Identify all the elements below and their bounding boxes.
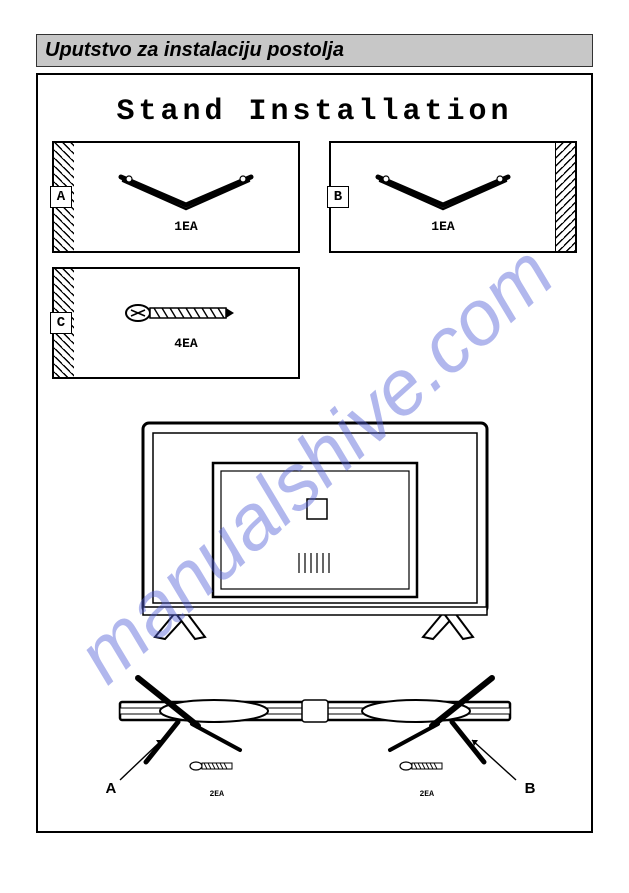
stand-leg-b-icon — [358, 161, 528, 213]
component-a-label: A — [50, 186, 72, 208]
component-c-label: C — [50, 312, 72, 334]
assembly-diagram: A B 2EA 2EA — [80, 668, 550, 813]
page-header-title: Uputstvo za instalaciju postolja — [45, 39, 344, 61]
diagram-frame: Stand Installation A 1EA B — [36, 73, 593, 833]
component-c-body: 4EA — [74, 269, 298, 377]
components-row-top: A 1EA B — [52, 141, 577, 253]
assembly-label-a: A — [106, 780, 117, 797]
component-box-c: C 4EA — [52, 267, 300, 379]
component-b-qty: 1EA — [431, 219, 454, 234]
component-a-body: 1EA — [74, 143, 298, 251]
component-box-a: A 1EA — [52, 141, 300, 253]
diagram-title: Stand Installation — [116, 95, 512, 129]
assembly-screw-qty-left: 2EA — [210, 790, 224, 799]
component-c-qty: 4EA — [174, 336, 197, 351]
hatch-strip — [555, 143, 575, 251]
component-box-b: B 1EA — [329, 141, 577, 253]
assembly-label-b: B — [525, 780, 536, 797]
component-a-qty: 1EA — [174, 219, 197, 234]
assembly-screw-qty-right: 2EA — [420, 790, 434, 799]
component-b-body: 1EA — [331, 143, 555, 251]
stand-leg-a-icon — [101, 161, 271, 213]
page: Uputstvo za instalaciju postolja Stand I… — [0, 0, 629, 869]
tv-rear-icon — [125, 415, 505, 645]
components-row-mid: C 4EA — [52, 267, 577, 379]
tv-rear-diagram — [125, 415, 505, 650]
assembly-icon — [80, 668, 550, 808]
page-header: Uputstvo za instalaciju postolja — [36, 34, 593, 67]
screw-icon — [116, 296, 256, 330]
